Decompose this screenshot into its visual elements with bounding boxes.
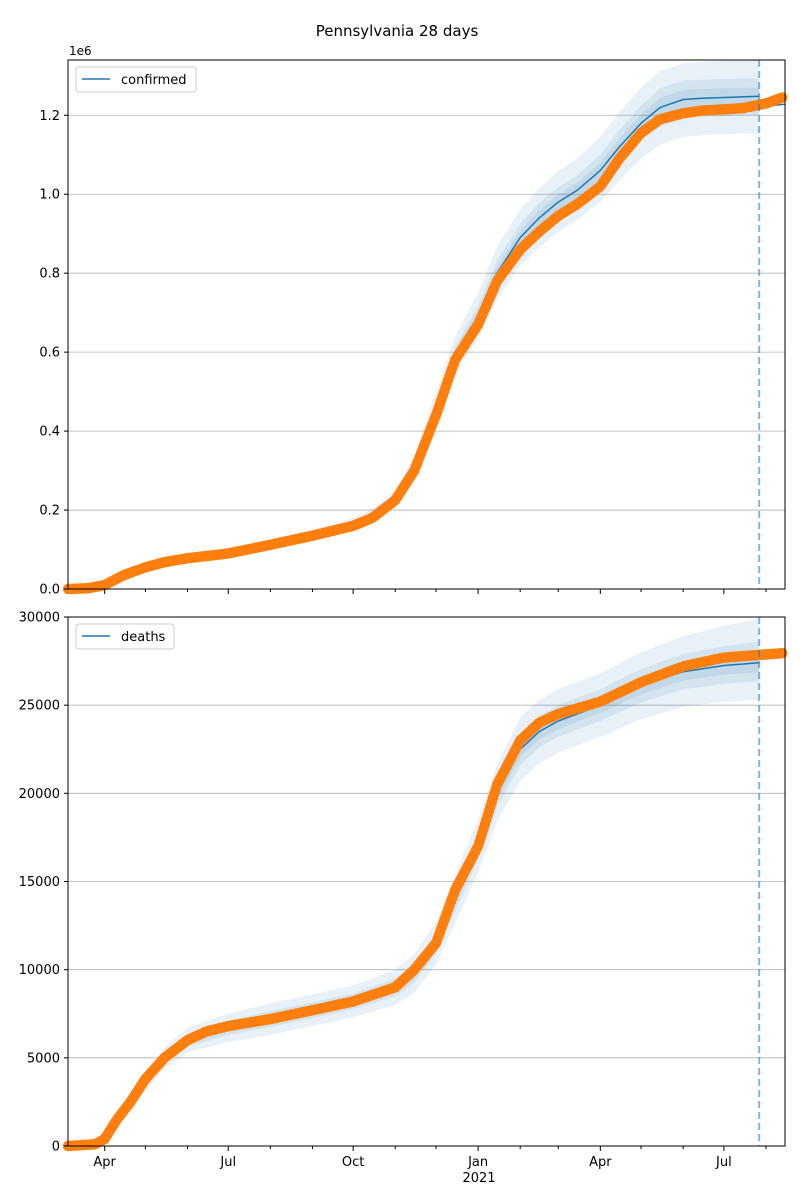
- deaths-legend-box: [75, 623, 175, 650]
- deaths-legend: deaths: [75, 623, 175, 650]
- confirmed-bands: [68, 59, 760, 590]
- confirmed-y-ticks: 0.0 0.2 0.4 0.6 0.8 1.0 1.2: [39, 109, 68, 598]
- deaths-uncertainty-band: [68, 653, 760, 1146]
- confirmed-legend: confirmed: [75, 66, 197, 93]
- x-tick-label: Apr: [93, 1155, 116, 1170]
- x-tick-label: Oct: [342, 1155, 364, 1170]
- confirmed-observed-point: [777, 92, 788, 103]
- confirmed-y-tick-label: 0.0: [39, 583, 60, 598]
- deaths-bands: [68, 618, 760, 1146]
- deaths-uncertainty-band: [68, 618, 760, 1146]
- deaths-y-tick-label: 10000: [19, 963, 60, 978]
- confirmed-y-tick-label: 0.8: [39, 267, 60, 282]
- deaths-y-tick-label: 5000: [27, 1051, 60, 1066]
- confirmed-model-line: [67, 95, 760, 590]
- confirmed-x-ticks: [104, 589, 767, 594]
- confirmed-y-tick-label: 1.2: [39, 109, 60, 124]
- x-year-label: 2021: [462, 1171, 495, 1186]
- deaths-model: [67, 662, 760, 1147]
- figure-title: Pennsylvania 28 days: [316, 22, 479, 40]
- confirmed-legend-box: [75, 66, 197, 93]
- confirmed-model: [67, 95, 786, 590]
- deaths-observed: [62, 647, 788, 1152]
- confirmed-y-tick-label: 0.2: [39, 504, 60, 519]
- deaths-panel: 0 5000 10000 15000 20000 25000 30000 Apr Jul Oct…: [19, 611, 788, 1186]
- confirmed-uncertainty-band: [68, 78, 760, 589]
- confirmed-legend-label: confirmed: [121, 73, 187, 88]
- deaths-y-tick-label: 15000: [19, 875, 60, 890]
- deaths-y-ticks: 0 5000 10000 15000 20000 25000 30000: [19, 611, 68, 1155]
- deaths-y-tick-label: 25000: [19, 699, 60, 714]
- deaths-y-tick-label: 20000: [19, 787, 60, 802]
- confirmed-uncertainty-band: [68, 87, 760, 589]
- confirmed-uncertainty-band: [68, 59, 760, 590]
- confirmed-y-tick-label: 0.4: [39, 425, 60, 440]
- deaths-legend-label: deaths: [121, 630, 166, 645]
- deaths-x-ticks: Apr Jul Oct Jan Apr Jul: [93, 1146, 767, 1170]
- deaths-model-line: [67, 662, 760, 1147]
- deaths-y-tick-label: 30000: [19, 611, 60, 626]
- x-tick-label: Jul: [715, 1155, 732, 1170]
- x-tick-label: Apr: [589, 1155, 612, 1170]
- x-tick-label: Jan: [467, 1155, 488, 1170]
- confirmed-y-tick-label: 0.6: [39, 346, 60, 361]
- confirmed-observed: [62, 92, 788, 595]
- confirmed-grid: [68, 114, 785, 511]
- confirmed-offset-label: 1e6: [69, 44, 92, 58]
- confirmed-panel: 1e6 0.0 0.2 0.4 0.6 0.8 1.0 1.2 confirmed: [39, 44, 788, 598]
- x-tick-label: Jul: [219, 1155, 236, 1170]
- confirmed-y-tick-label: 1.0: [39, 188, 60, 203]
- deaths-uncertainty-band: [68, 641, 760, 1146]
- confirmed-axes-frame: [67, 59, 786, 590]
- deaths-observed-point: [777, 647, 788, 659]
- deaths-y-tick-label: 0: [52, 1140, 60, 1155]
